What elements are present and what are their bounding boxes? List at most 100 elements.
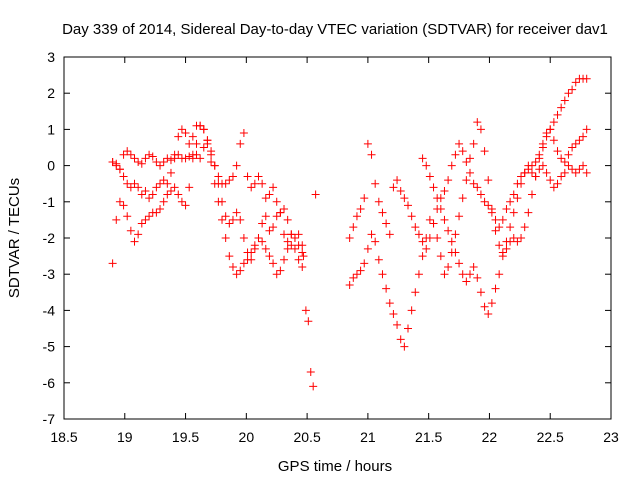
- data-point-trace-g: [484, 310, 493, 319]
- data-point-trace-e: [476, 125, 485, 134]
- data-point-trace-g: [564, 161, 573, 170]
- y-tick-label: 2: [47, 85, 55, 101]
- data-point-trace-b: [280, 230, 289, 239]
- data-point-trace-b: [130, 179, 139, 188]
- y-tick-label: 1: [47, 121, 55, 137]
- data-point-trace-e: [374, 255, 383, 264]
- data-point-trace-a: [134, 157, 143, 166]
- data-point-trace-c: [287, 241, 296, 250]
- y-tick-label: -4: [43, 302, 56, 318]
- data-point-trace-e: [393, 320, 402, 329]
- data-point-trace-c: [115, 197, 124, 206]
- data-point-trace-c: [225, 252, 234, 261]
- data-point-trace-f: [517, 172, 526, 181]
- data-point-trace-b: [265, 226, 274, 235]
- data-point-trace-b: [185, 139, 194, 148]
- data-point-trace-f: [469, 179, 478, 188]
- data-point-trace-f: [400, 194, 409, 203]
- data-point-trace-e: [520, 223, 529, 232]
- data-point-trace-f: [458, 147, 467, 156]
- data-point-trace-f: [509, 190, 518, 199]
- data-point-trace-f: [447, 161, 456, 170]
- data-point-trace-c: [177, 197, 186, 206]
- data-point-trace-c: [185, 183, 194, 192]
- data-point-trace-g: [433, 194, 442, 203]
- x-tick-label: 22.5: [537, 429, 564, 445]
- data-point-trace-c: [210, 179, 219, 188]
- data-point-trace-f: [371, 179, 380, 188]
- data-point-trace-g: [542, 168, 551, 177]
- data-point-trace-b: [298, 262, 307, 271]
- data-point-trace-e: [363, 244, 372, 253]
- data-point-trace-a: [148, 152, 157, 161]
- data-point-trace-c: [218, 215, 227, 224]
- data-point-trace-a: [261, 194, 270, 203]
- data-point-trace-f: [356, 205, 365, 214]
- data-point-trace-b: [163, 179, 172, 188]
- x-tick-label: 23: [603, 429, 619, 445]
- data-point-trace-g: [451, 248, 460, 257]
- data-point-trace-a: [228, 172, 237, 181]
- data-point-trace-e: [549, 118, 558, 127]
- data-point-trace-g: [502, 237, 511, 246]
- data-point-trace-f: [422, 244, 431, 253]
- data-point-trace-g: [506, 223, 515, 232]
- data-point-trace-f: [411, 223, 420, 232]
- data-point-trace-g: [549, 183, 558, 192]
- data-point-trace-c: [272, 270, 281, 279]
- data-point-trace-f: [531, 157, 540, 166]
- data-point-trace-c: [156, 205, 165, 214]
- x-tick-label: 18.5: [50, 429, 77, 445]
- data-point-trace-g: [520, 168, 529, 177]
- data-point-trace-a: [126, 150, 135, 159]
- data-point-trace-c: [221, 234, 230, 242]
- data-point-trace-a: [181, 154, 190, 163]
- data-point-trace-a: [247, 183, 256, 192]
- data-point-trace-e: [553, 110, 562, 119]
- data-point-trace-e: [495, 241, 504, 250]
- data-point-trace-f: [465, 168, 474, 177]
- data-point-trace-a: [141, 154, 150, 163]
- data-point-trace-f: [484, 201, 493, 210]
- data-point-trace-a: [159, 157, 168, 166]
- data-point-trace-c: [232, 270, 241, 279]
- data-point-trace-e: [560, 96, 569, 105]
- x-axis-title: GPS time / hours: [278, 458, 392, 475]
- data-point-trace-f: [582, 125, 591, 134]
- data-point-trace-e: [418, 252, 427, 261]
- data-point-trace-g: [557, 172, 566, 181]
- data-point-trace-c: [269, 259, 278, 268]
- data-point-trace-a: [123, 147, 132, 156]
- data-point-trace-g: [422, 161, 431, 170]
- data-point-trace-f: [425, 234, 434, 242]
- data-point-trace-e: [451, 230, 460, 239]
- data-point-trace-f: [444, 176, 453, 185]
- data-point-trace-b: [156, 179, 165, 188]
- x-axis: 18.5 19 19.5 20 20.5 21 21.5 22 22.5 23: [50, 57, 619, 445]
- data-point-trace-e: [564, 89, 573, 98]
- data-point-trace-g: [458, 270, 467, 279]
- data-point-trace-c: [283, 244, 292, 253]
- data-point-trace-e: [411, 288, 420, 297]
- data-point-trace-a: [265, 190, 274, 199]
- x-tick-label: 21.5: [415, 429, 442, 445]
- x-tick-label: 19: [117, 429, 133, 445]
- data-point-trace-c: [170, 183, 179, 192]
- data-point-trace-c: [112, 215, 121, 224]
- data-point-trace-b: [145, 194, 154, 203]
- data-point-trace-g: [476, 288, 485, 297]
- y-tick-label: 0: [47, 158, 55, 174]
- data-point-trace-c: [130, 237, 139, 246]
- data-point-trace-e: [568, 85, 577, 94]
- data-point-trace-c: [123, 212, 132, 221]
- data-point-trace-f: [506, 197, 515, 206]
- data-point-trace-b: [177, 125, 186, 134]
- data-point-trace-g: [462, 277, 471, 286]
- data-point-trace-c: [196, 154, 205, 163]
- data-point-trace-g: [546, 176, 555, 185]
- data-point-trace-e: [527, 190, 536, 199]
- data-point-trace-f: [473, 183, 482, 192]
- data-point-trace-g: [480, 302, 489, 311]
- data-point-trace-c: [261, 244, 270, 253]
- data-point-trace-c: [137, 219, 146, 228]
